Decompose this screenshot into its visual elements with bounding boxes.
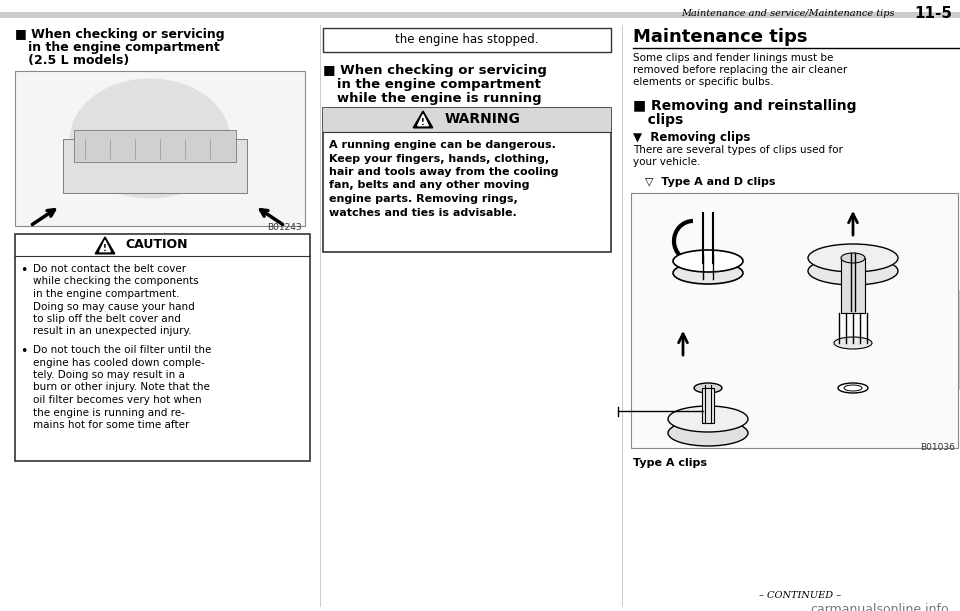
Text: ■ When checking or servicing: ■ When checking or servicing	[15, 28, 225, 41]
FancyBboxPatch shape	[63, 139, 247, 193]
Bar	[940, 290, 960, 390]
Ellipse shape	[834, 337, 872, 349]
Text: A running engine can be dangerous.: A running engine can be dangerous.	[329, 140, 556, 150]
Text: oil filter becomes very hot when: oil filter becomes very hot when	[33, 395, 202, 405]
Ellipse shape	[808, 257, 898, 285]
Text: CAUTION: CAUTION	[125, 238, 187, 251]
Polygon shape	[413, 111, 433, 128]
Ellipse shape	[673, 250, 743, 272]
Bar	[702, 388, 714, 423]
Text: Some clips and fender linings must be: Some clips and fender linings must be	[633, 53, 833, 63]
Polygon shape	[418, 114, 428, 126]
Bar	[323, 108, 611, 132]
Text: !: !	[103, 244, 107, 253]
Text: B01243: B01243	[268, 223, 302, 232]
Text: while checking the components: while checking the components	[33, 277, 199, 287]
Ellipse shape	[841, 253, 865, 263]
Bar	[15, 71, 305, 226]
Text: B01036: B01036	[920, 443, 955, 452]
Text: •: •	[20, 264, 28, 277]
Text: in the engine compartment.: in the engine compartment.	[33, 289, 180, 299]
Text: – CONTINUED –: – CONTINUED –	[759, 591, 841, 600]
Text: the engine is running and re-: the engine is running and re-	[33, 408, 185, 417]
Ellipse shape	[694, 383, 722, 393]
Text: !: !	[421, 118, 425, 126]
Text: to slip off the belt cover and: to slip off the belt cover and	[33, 314, 180, 324]
Ellipse shape	[844, 385, 862, 391]
Text: ■ Removing and reinstalling: ■ Removing and reinstalling	[633, 99, 856, 113]
Text: Type A clips: Type A clips	[633, 458, 707, 468]
Text: fan, belts and any other moving: fan, belts and any other moving	[329, 180, 530, 191]
Text: the engine has stopped.: the engine has stopped.	[396, 34, 539, 46]
Text: removed before replacing the air cleaner: removed before replacing the air cleaner	[633, 65, 848, 75]
Polygon shape	[100, 241, 110, 252]
Text: engine has cooled down comple-: engine has cooled down comple-	[33, 357, 204, 367]
Text: ▽  Type A and D clips: ▽ Type A and D clips	[645, 177, 776, 187]
Bar	[0, 12, 960, 18]
FancyBboxPatch shape	[74, 130, 236, 162]
Ellipse shape	[838, 383, 868, 393]
Ellipse shape	[673, 262, 743, 284]
Ellipse shape	[808, 244, 898, 272]
Text: carmanualsonline.info: carmanualsonline.info	[810, 603, 949, 611]
Bar	[841, 258, 865, 313]
Text: hair and tools away from the cooling: hair and tools away from the cooling	[329, 167, 559, 177]
Text: burn or other injury. Note that the: burn or other injury. Note that the	[33, 382, 210, 392]
Text: Do not contact the belt cover: Do not contact the belt cover	[33, 264, 186, 274]
Bar	[323, 28, 611, 52]
Text: Keep your fingers, hands, clothing,: Keep your fingers, hands, clothing,	[329, 153, 549, 164]
Text: mains hot for some time after: mains hot for some time after	[33, 420, 189, 430]
Ellipse shape	[668, 420, 748, 446]
Text: Do not touch the oil filter until the: Do not touch the oil filter until the	[33, 345, 211, 355]
Text: There are several types of clips used for: There are several types of clips used fo…	[633, 145, 843, 155]
Text: watches and ties is advisable.: watches and ties is advisable.	[329, 208, 516, 218]
Text: tely. Doing so may result in a: tely. Doing so may result in a	[33, 370, 185, 380]
Text: ▼  Removing clips: ▼ Removing clips	[633, 131, 751, 144]
Text: Maintenance and service/Maintenance tips: Maintenance and service/Maintenance tips	[682, 10, 895, 18]
Text: in the engine compartment: in the engine compartment	[15, 41, 220, 54]
Text: ■ When checking or servicing: ■ When checking or servicing	[323, 64, 547, 77]
Text: clips: clips	[633, 113, 684, 127]
Text: engine parts. Removing rings,: engine parts. Removing rings,	[329, 194, 517, 204]
Ellipse shape	[70, 78, 230, 199]
Text: Maintenance tips: Maintenance tips	[633, 28, 807, 46]
Bar	[631, 193, 958, 448]
Text: while the engine is running: while the engine is running	[323, 92, 541, 105]
Text: WARNING: WARNING	[445, 112, 521, 126]
Bar	[323, 108, 611, 252]
Bar	[15, 234, 310, 461]
Text: your vehicle.: your vehicle.	[633, 157, 701, 167]
Polygon shape	[95, 237, 115, 254]
Text: 11-5: 11-5	[914, 7, 952, 21]
Text: (2.5 L models): (2.5 L models)	[15, 54, 130, 67]
Text: result in an unexpected injury.: result in an unexpected injury.	[33, 326, 191, 337]
Text: elements or specific bulbs.: elements or specific bulbs.	[633, 77, 774, 87]
Ellipse shape	[668, 406, 748, 432]
Text: in the engine compartment: in the engine compartment	[323, 78, 540, 91]
Text: •: •	[20, 345, 28, 358]
Text: Doing so may cause your hand: Doing so may cause your hand	[33, 301, 195, 312]
